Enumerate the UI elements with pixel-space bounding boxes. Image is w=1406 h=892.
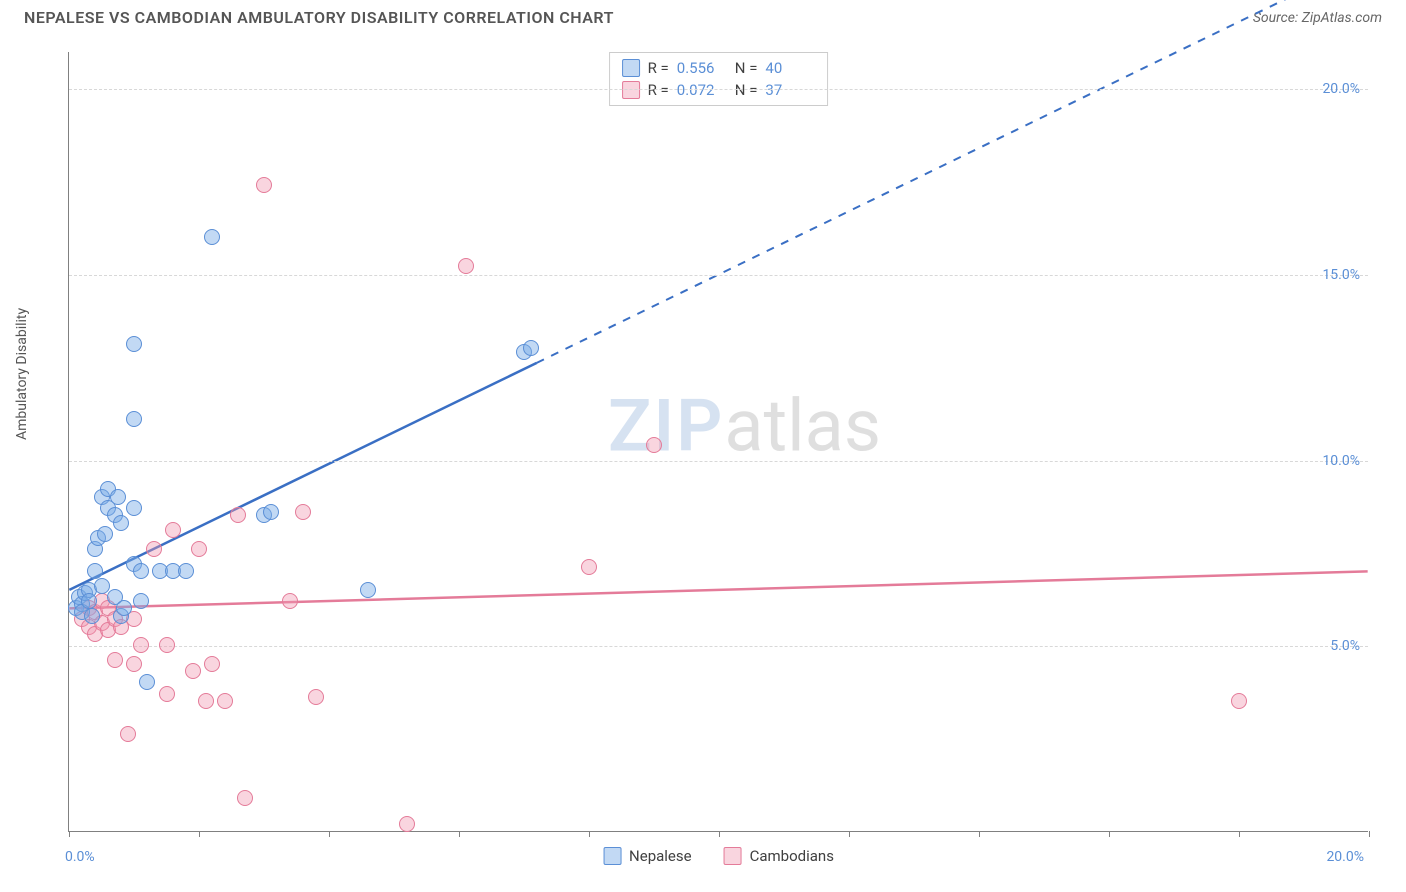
data-point xyxy=(217,693,233,709)
gridline xyxy=(69,461,1368,462)
trend-line-solid xyxy=(69,571,1367,608)
x-tick xyxy=(589,831,590,837)
data-point xyxy=(126,411,142,427)
n-label: N = xyxy=(735,59,758,77)
swatch-cambodians xyxy=(724,847,742,865)
data-point xyxy=(204,656,220,672)
y-axis-label: Ambulatory Disability xyxy=(14,308,30,440)
legend-item-cambodians: Cambodians xyxy=(724,847,834,865)
swatch-nepalese xyxy=(622,59,640,77)
data-point xyxy=(146,541,162,557)
legend-label-nepalese: Nepalese xyxy=(629,847,692,865)
chart-title: NEPALESE VS CAMBODIAN AMBULATORY DISABIL… xyxy=(24,8,614,27)
data-point xyxy=(87,563,103,579)
gridline xyxy=(69,646,1368,647)
x-tick xyxy=(979,831,980,837)
data-point xyxy=(107,652,123,668)
data-point xyxy=(295,504,311,520)
data-point xyxy=(113,515,129,531)
data-point xyxy=(399,816,415,832)
stats-row-nepalese: R = 0.556 N = 40 xyxy=(622,57,816,79)
data-point xyxy=(133,593,149,609)
data-point xyxy=(523,340,539,356)
y-tick-label: 15.0% xyxy=(1322,267,1360,283)
data-point xyxy=(116,600,132,616)
data-point xyxy=(185,663,201,679)
data-point xyxy=(133,563,149,579)
data-point xyxy=(120,726,136,742)
data-point xyxy=(159,637,175,653)
data-point xyxy=(84,608,100,624)
n-value-nepalese: 40 xyxy=(765,59,815,77)
data-point xyxy=(191,541,207,557)
gridline xyxy=(69,89,1368,90)
series-legend: Nepalese Cambodians xyxy=(603,847,834,865)
x-tick xyxy=(849,831,850,837)
trend-lines xyxy=(69,52,1368,831)
plot-area: ZIPatlas R = 0.556 N = 40 R = 0.072 N = … xyxy=(68,52,1368,832)
data-point xyxy=(581,559,597,575)
data-point xyxy=(282,593,298,609)
data-point xyxy=(110,489,126,505)
data-point xyxy=(126,656,142,672)
y-tick-label: 20.0% xyxy=(1322,81,1360,97)
r-label: R = xyxy=(648,59,669,77)
trend-line-solid xyxy=(69,363,536,590)
data-point xyxy=(458,258,474,274)
data-point xyxy=(360,582,376,598)
x-tick xyxy=(69,831,70,837)
data-point xyxy=(204,229,220,245)
data-point xyxy=(139,674,155,690)
data-point xyxy=(1231,693,1247,709)
data-point xyxy=(165,522,181,538)
swatch-nepalese xyxy=(603,847,621,865)
x-tick xyxy=(1109,831,1110,837)
data-point xyxy=(230,507,246,523)
source-credit: Source: ZipAtlas.com xyxy=(1253,10,1382,26)
x-tick xyxy=(199,831,200,837)
data-point xyxy=(198,693,214,709)
data-point xyxy=(178,563,194,579)
gridline xyxy=(69,275,1368,276)
x-tick xyxy=(329,831,330,837)
data-point xyxy=(133,637,149,653)
x-tick xyxy=(1239,831,1240,837)
x-tick xyxy=(719,831,720,837)
x-tick xyxy=(459,831,460,837)
stats-legend: R = 0.556 N = 40 R = 0.072 N = 37 xyxy=(609,52,829,106)
y-tick-label: 10.0% xyxy=(1322,453,1360,469)
data-point xyxy=(97,526,113,542)
data-point xyxy=(81,593,97,609)
data-point xyxy=(256,177,272,193)
y-tick-label: 5.0% xyxy=(1330,638,1360,654)
data-point xyxy=(159,686,175,702)
data-point xyxy=(646,437,662,453)
data-point xyxy=(237,790,253,806)
legend-label-cambodians: Cambodians xyxy=(750,847,834,865)
data-point xyxy=(126,336,142,352)
data-point xyxy=(263,504,279,520)
x-max-label: 20.0% xyxy=(1326,849,1364,865)
r-value-nepalese: 0.556 xyxy=(677,59,727,77)
legend-item-nepalese: Nepalese xyxy=(603,847,692,865)
x-tick xyxy=(1369,831,1370,837)
chart-container: Ambulatory Disability ZIPatlas R = 0.556… xyxy=(24,40,1382,890)
data-point xyxy=(308,689,324,705)
data-point xyxy=(126,500,142,516)
x-min-label: 0.0% xyxy=(65,849,95,865)
